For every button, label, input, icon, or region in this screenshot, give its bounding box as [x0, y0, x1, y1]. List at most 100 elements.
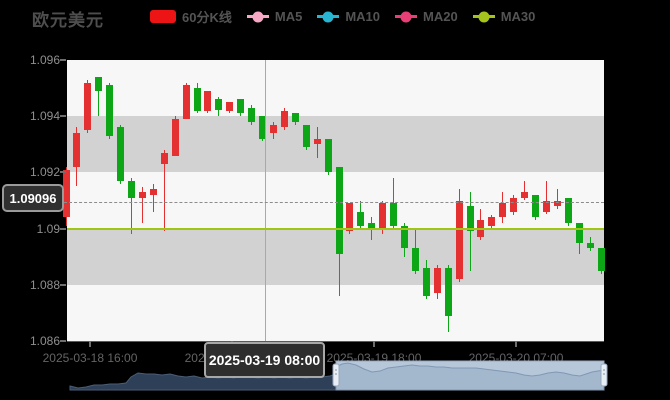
candle-body: [280, 110, 288, 128]
candle-wick: [131, 178, 132, 235]
candle-body: [128, 180, 135, 198]
candle-body: [542, 200, 550, 212]
page-title: 欧元美元: [32, 11, 104, 30]
candle-body: [117, 127, 125, 181]
y-axis-label: 1.096: [29, 53, 60, 67]
candle-body: [444, 267, 452, 316]
candle-body: [302, 124, 310, 148]
navigator-left-handle[interactable]: [332, 363, 340, 387]
candle-body: [335, 166, 343, 254]
candle-body: [95, 76, 103, 91]
candle-body: [488, 217, 496, 226]
candle-body: [390, 203, 398, 226]
candle-body: [575, 223, 583, 243]
range-navigator[interactable]: [60, 355, 610, 397]
candle-body: [171, 119, 179, 156]
candle-body: [455, 200, 463, 280]
legend-label: MA10: [345, 9, 380, 24]
candle-body: [226, 102, 234, 111]
candle-body: [237, 99, 245, 114]
legend: 60分K线 MA5 MA10 MA20 MA30: [150, 7, 535, 26]
legend-label: MA30: [500, 9, 536, 24]
y-axis-tick: [60, 227, 66, 230]
candle-wick: [469, 192, 471, 271]
crosshair-price-label: 1.09096: [2, 184, 64, 212]
candle-body: [149, 189, 157, 195]
y-axis-tick: [60, 283, 66, 286]
legend-item-MA10[interactable]: MA10: [317, 9, 380, 24]
candle-body: [357, 211, 365, 226]
candle-body: [433, 267, 441, 294]
legend-item-MA30[interactable]: MA30: [472, 9, 536, 24]
x-axis-tick: [373, 341, 375, 347]
legend-label: MA20: [423, 9, 458, 24]
candle-body: [401, 225, 408, 249]
y-axis-label: 1.092: [29, 165, 60, 180]
y-axis-tick: [60, 171, 66, 174]
candlestick-layer: [62, 60, 605, 341]
candle-body: [248, 107, 256, 122]
candle-body: [499, 203, 507, 218]
candle-body: [106, 85, 114, 136]
candle-wick: [524, 180, 526, 201]
candle-body: [259, 116, 266, 139]
y-axis-label: 1.094: [29, 109, 60, 124]
candle-wick: [163, 149, 165, 232]
candle-body: [291, 113, 299, 122]
y-axis-label: 1.09: [36, 221, 60, 236]
candle-body: [270, 124, 277, 133]
y-axis-label: 1.086: [29, 334, 60, 348]
candle-body: [182, 85, 190, 119]
legend-item-60分K线[interactable]: 60分K线: [150, 7, 232, 26]
x-axis-label: 2025-03-18 16:00: [42, 351, 138, 365]
y-axis-tick: [60, 115, 66, 118]
navigator-selected-area: [335, 362, 605, 391]
candle-body: [521, 192, 529, 198]
crosshair-time-tooltip: 2025-03-19 08:00: [204, 342, 325, 378]
ma-series-icon: [472, 11, 495, 22]
candle-body: [193, 88, 201, 111]
x-axis-tick: [515, 341, 517, 347]
navigator-right-handle[interactable]: [600, 363, 608, 387]
candle-body: [510, 197, 518, 212]
candle-body: [84, 82, 92, 131]
ma-series-icon: [395, 11, 417, 22]
candle-wick: [98, 76, 100, 117]
y-axis-label: 1.088: [29, 277, 60, 292]
candle-body: [313, 138, 321, 145]
previous-close-line: [67, 227, 604, 230]
candle-body: [564, 197, 572, 223]
y-axis-tick: [60, 59, 66, 61]
ma-series-icon: [246, 11, 269, 22]
legend-item-MA5[interactable]: MA5: [246, 9, 302, 24]
grid-band: [67, 116, 604, 172]
kline-series-icon: [150, 10, 176, 23]
candle-body: [73, 133, 81, 167]
candle-body: [160, 152, 168, 164]
candle-body: [411, 248, 419, 271]
plot-area[interactable]: [62, 60, 605, 342]
candle-body: [553, 200, 561, 207]
candle-body: [368, 223, 376, 229]
y-axis-tick: [60, 340, 66, 342]
candle-body: [379, 203, 387, 229]
candle-body: [422, 267, 430, 296]
candle-body: [466, 206, 474, 232]
candle-body: [532, 194, 539, 218]
ma-series-icon: [317, 11, 340, 22]
crosshair-price-dashed-line: [64, 201, 604, 203]
candle-wick: [556, 189, 558, 209]
candle-body: [215, 99, 223, 111]
candle-body: [204, 90, 212, 111]
legend-item-MA20[interactable]: MA20: [395, 9, 458, 24]
candle-wick: [545, 180, 547, 215]
candle-body: [346, 203, 354, 232]
candle-wick: [152, 183, 154, 212]
candle-body: [138, 192, 146, 198]
candle-body: [62, 169, 70, 218]
candle-body: [597, 248, 605, 271]
crosshair-vertical-line: [265, 60, 266, 341]
candle-body: [324, 138, 332, 173]
candle-body: [586, 242, 594, 249]
